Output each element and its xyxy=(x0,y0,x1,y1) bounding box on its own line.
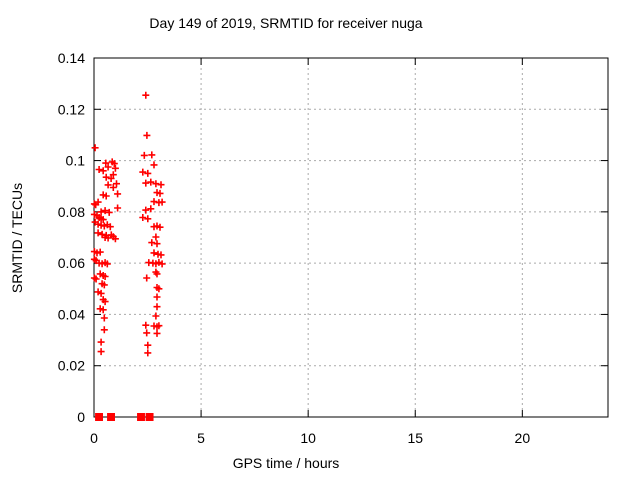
y-tick-label: 0.14 xyxy=(58,50,85,66)
zero-cluster-marker xyxy=(137,413,145,421)
axis-ticks xyxy=(93,57,608,418)
y-tick-label: 0.06 xyxy=(58,255,85,271)
grid-lines xyxy=(94,58,608,417)
x-tick-label: 10 xyxy=(300,430,316,446)
plot-border xyxy=(93,57,609,418)
y-tick-label: 0.08 xyxy=(58,204,85,220)
y-tick-label: 0.12 xyxy=(58,101,85,117)
y-tick-label: 0.02 xyxy=(58,358,85,374)
tick-labels: 0 0.02 0.04 0.06 0.08 0.1 0.12 0.14 0 5 10 15 20 xyxy=(58,50,531,446)
x-tick-label: 0 xyxy=(90,430,98,446)
zero-cluster-marker xyxy=(145,413,154,421)
y-tick-label: 0.1 xyxy=(66,153,86,169)
x-tick-label: 5 xyxy=(197,430,205,446)
x-tick-label: 15 xyxy=(407,430,423,446)
x-tick-label: 20 xyxy=(515,430,531,446)
data-points xyxy=(90,91,166,357)
zero-cluster-marker xyxy=(95,413,103,421)
y-tick-label: 0.04 xyxy=(58,306,85,322)
zero-cluster-marker xyxy=(107,413,115,421)
x-axis-label: GPS time / hours xyxy=(232,455,340,471)
y-tick-label: 0 xyxy=(77,409,85,425)
zero-value-clusters xyxy=(95,413,154,421)
chart-title: Day 149 of 2019, SRMTID for receiver nug… xyxy=(149,15,423,31)
